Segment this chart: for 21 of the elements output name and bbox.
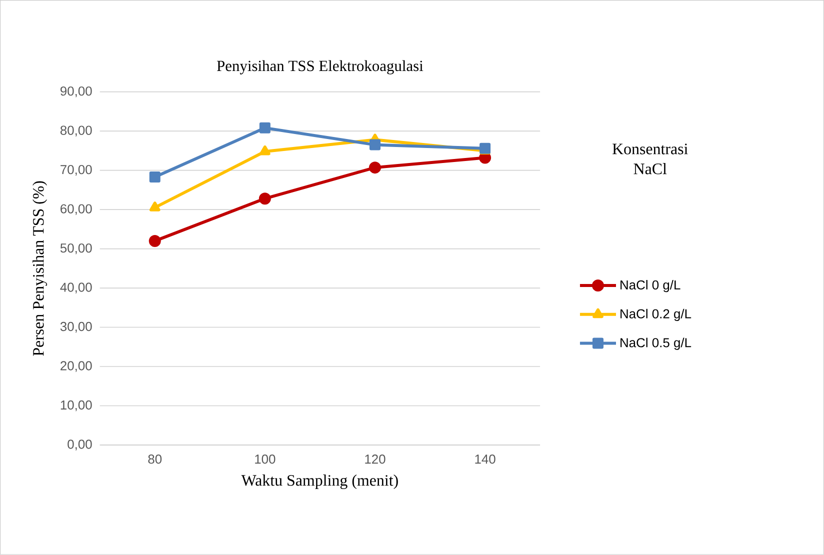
y-tick-label: 30,00 [60, 322, 92, 333]
y-tick-label: 60,00 [60, 204, 92, 215]
legend-label: NaCl 0.2 g/L [620, 308, 692, 322]
y-tick-label: 50,00 [60, 244, 92, 254]
legend-label: NaCl 0 g/L [620, 280, 680, 292]
x-tick-label: 100 [255, 454, 276, 464]
x-axis-title: Waktu Sampling (menit) [241, 474, 398, 490]
y-tick-label: 40,00 [60, 282, 92, 294]
y-tick-label: 80,00 [60, 126, 92, 136]
x-tick-label: 120 [365, 454, 386, 464]
y-tick-label: 10,00 [60, 400, 92, 412]
legend-label: NaCl 0.5 g/L [620, 338, 692, 350]
y-tick-label: 70,00 [60, 165, 92, 176]
y-tick-label: 20,00 [60, 361, 92, 372]
y-tick-label: 0,00 [68, 440, 92, 450]
x-tick-label: 140 [475, 454, 496, 464]
y-tick-label: 90,00 [60, 86, 92, 98]
legend-title: Konsentrasi NaCl [612, 144, 688, 174]
x-tick-label: 80 [148, 454, 162, 464]
y-axis-title: Persen Penyisihan TSS (%) [32, 181, 48, 356]
chart-title: Penyisihan TSS Elektrokoagulasi [216, 60, 424, 74]
